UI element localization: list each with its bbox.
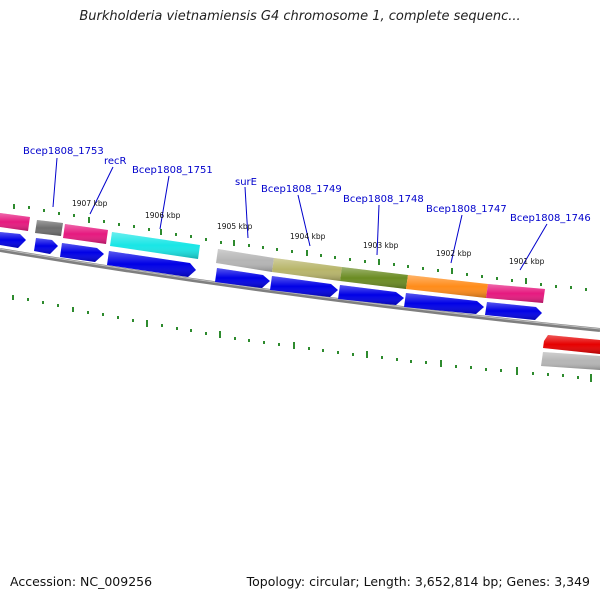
kbp-label: 1904 kbp [290,232,326,241]
cds-track [0,232,542,320]
gene-label-bcep1808-1753[interactable]: Bcep1808_1753 [23,146,104,157]
cds-arrow[interactable] [60,243,104,262]
kbp-label: 1902 kbp [436,249,472,258]
cds-arrow[interactable] [215,268,270,288]
lower-tick-ring [12,295,592,382]
kbp-label: 1901 kbp [509,257,545,266]
gene-label-bcep1808-1751[interactable]: Bcep1808_1751 [132,165,213,176]
gene-track-colored [0,213,600,370]
map-title: Burkholderia vietnamiensis G4 chromosome… [79,9,521,24]
gene-block-bcep1808-1748[interactable] [340,267,408,289]
gene-block-bcep1808-1753[interactable] [35,220,63,236]
gene-label-bcep1808-1747[interactable]: Bcep1808_1747 [426,204,507,215]
gene-labels: Bcep1808_1753 recR Bcep1808_1751 surE Bc… [23,146,591,224]
cds-arrow[interactable] [34,238,58,254]
cds-arrow[interactable] [338,285,404,305]
gene-block-bcep1808-1751[interactable] [110,232,200,259]
gene-block-bcep1808-1747[interactable] [406,275,488,298]
chromosome-backbone [0,248,600,332]
kbp-label: 1906 kbp [145,211,181,220]
gene-label-bcep1808-1749[interactable]: Bcep1808_1749 [261,184,342,195]
gene-block-edge-right-grey[interactable] [541,352,600,370]
cds-arrow[interactable] [485,302,542,320]
gene-block-edge-left[interactable] [0,213,30,231]
gene-label-recr[interactable]: recR [104,156,127,167]
gene-block-edge-right-red[interactable] [543,335,600,354]
label-leader-lines [52,157,548,271]
kbp-label: 1903 kbp [363,241,399,250]
cds-arrow[interactable] [107,251,196,277]
cds-arrow[interactable] [404,293,484,314]
gene-block-recr[interactable] [63,224,108,244]
kbp-label: 1905 kbp [217,222,253,231]
cds-arrow[interactable] [270,276,338,297]
gene-block-sure[interactable] [216,249,274,272]
gene-label-bcep1808-1746[interactable]: Bcep1808_1746 [510,213,591,224]
upper-tick-ring [13,204,587,291]
accession-text: Accession: NC_009256 [10,574,153,589]
gene-block-bcep1808-1746[interactable] [486,284,545,303]
kbp-labels: 1907 kbp 1906 kbp 1905 kbp 1904 kbp 1903… [72,199,545,266]
cds-arrow[interactable] [0,232,26,248]
gene-block-bcep1808-1749[interactable] [272,258,342,281]
gene-label-bcep1808-1748[interactable]: Bcep1808_1748 [343,194,424,205]
topology-text: Topology: circular; Length: 3,652,814 bp… [246,574,590,589]
kbp-label: 1907 kbp [72,199,108,208]
gene-label-sure[interactable]: surE [235,177,257,188]
